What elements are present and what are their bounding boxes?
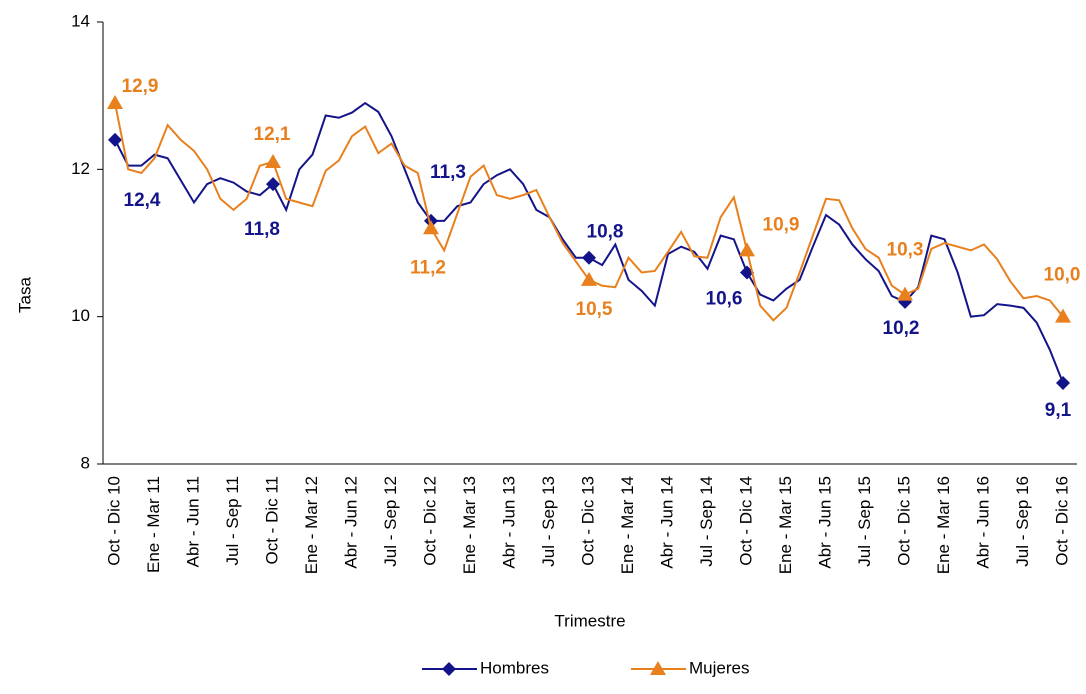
data-label: 12,4 xyxy=(124,190,161,211)
marker xyxy=(423,220,439,235)
marker xyxy=(266,177,280,192)
x-tick-label: Oct - Dic 16 xyxy=(1052,476,1071,566)
data-label: 12,9 xyxy=(122,76,159,97)
x-tick-label: Oct - Dic 13 xyxy=(578,476,597,566)
data-label: 10,3 xyxy=(887,240,924,261)
x-tick-label: Ene - Mar 13 xyxy=(460,476,479,574)
data-label: 10,8 xyxy=(587,222,624,243)
x-tick-label: Abr - Jun 13 xyxy=(499,476,518,569)
x-axis-label: Trimestre xyxy=(554,611,625,630)
x-tick-label: Ene - Mar 11 xyxy=(144,476,163,573)
x-tick-label: Abr - Jun 11 xyxy=(183,476,202,567)
y-tick-label: 12 xyxy=(71,159,90,178)
x-tick-label: Jul - Sep 11 xyxy=(223,476,242,565)
x-tick-label: Jul - Sep 13 xyxy=(539,476,558,567)
legend-label: Hombres xyxy=(480,658,549,677)
data-label: 11,3 xyxy=(430,162,466,183)
marker xyxy=(581,271,597,286)
marker xyxy=(650,661,666,675)
marker xyxy=(265,153,281,168)
y-tick-label: 8 xyxy=(81,453,90,472)
y-axis-label: Tasa xyxy=(15,277,34,313)
x-tick-label: Oct - Dic 10 xyxy=(104,476,123,566)
marker xyxy=(1055,308,1071,323)
y-tick-label: 10 xyxy=(71,306,90,325)
x-tick-label: Jul - Sep 14 xyxy=(697,476,716,567)
marker xyxy=(739,242,755,257)
x-tick-label: Ene - Mar 16 xyxy=(934,476,953,574)
x-tick-label: Ene - Mar 12 xyxy=(302,476,321,574)
marker xyxy=(107,95,123,110)
legend-label: Mujeres xyxy=(689,658,749,677)
data-label: 10,6 xyxy=(706,288,743,309)
x-tick-label: Oct - Dic 14 xyxy=(736,476,755,566)
x-tick-label: Oct - Dic 11 xyxy=(262,476,281,564)
x-tick-label: Abr - Jun 12 xyxy=(341,476,360,569)
data-label: 11,8 xyxy=(244,219,280,240)
x-tick-label: Jul - Sep 12 xyxy=(381,476,400,567)
marker xyxy=(897,286,913,301)
marker xyxy=(582,250,596,265)
data-label: 10,9 xyxy=(763,214,800,235)
x-tick-label: Ene - Mar 14 xyxy=(618,476,637,574)
marker xyxy=(1056,375,1070,390)
y-tick-label: 14 xyxy=(71,11,90,30)
x-tick-label: Ene - Mar 15 xyxy=(776,476,795,574)
x-tick-label: Jul - Sep 16 xyxy=(1013,476,1032,567)
data-label: 11,2 xyxy=(410,257,446,278)
data-label: 10,2 xyxy=(883,318,920,339)
marker xyxy=(442,662,456,676)
x-tick-label: Abr - Jun 14 xyxy=(657,476,676,569)
x-tick-label: Oct - Dic 15 xyxy=(894,476,913,566)
x-tick-label: Jul - Sep 15 xyxy=(855,476,874,567)
x-tick-label: Abr - Jun 15 xyxy=(815,476,834,569)
x-tick-label: Abr - Jun 16 xyxy=(973,476,992,569)
x-tick-label: Oct - Dic 12 xyxy=(420,476,439,566)
data-label: 10,5 xyxy=(576,299,613,320)
data-label: 9,1 xyxy=(1045,400,1072,421)
marker xyxy=(108,132,122,147)
data-label: 10,0 xyxy=(1044,265,1081,286)
data-label: 12,1 xyxy=(254,124,291,145)
